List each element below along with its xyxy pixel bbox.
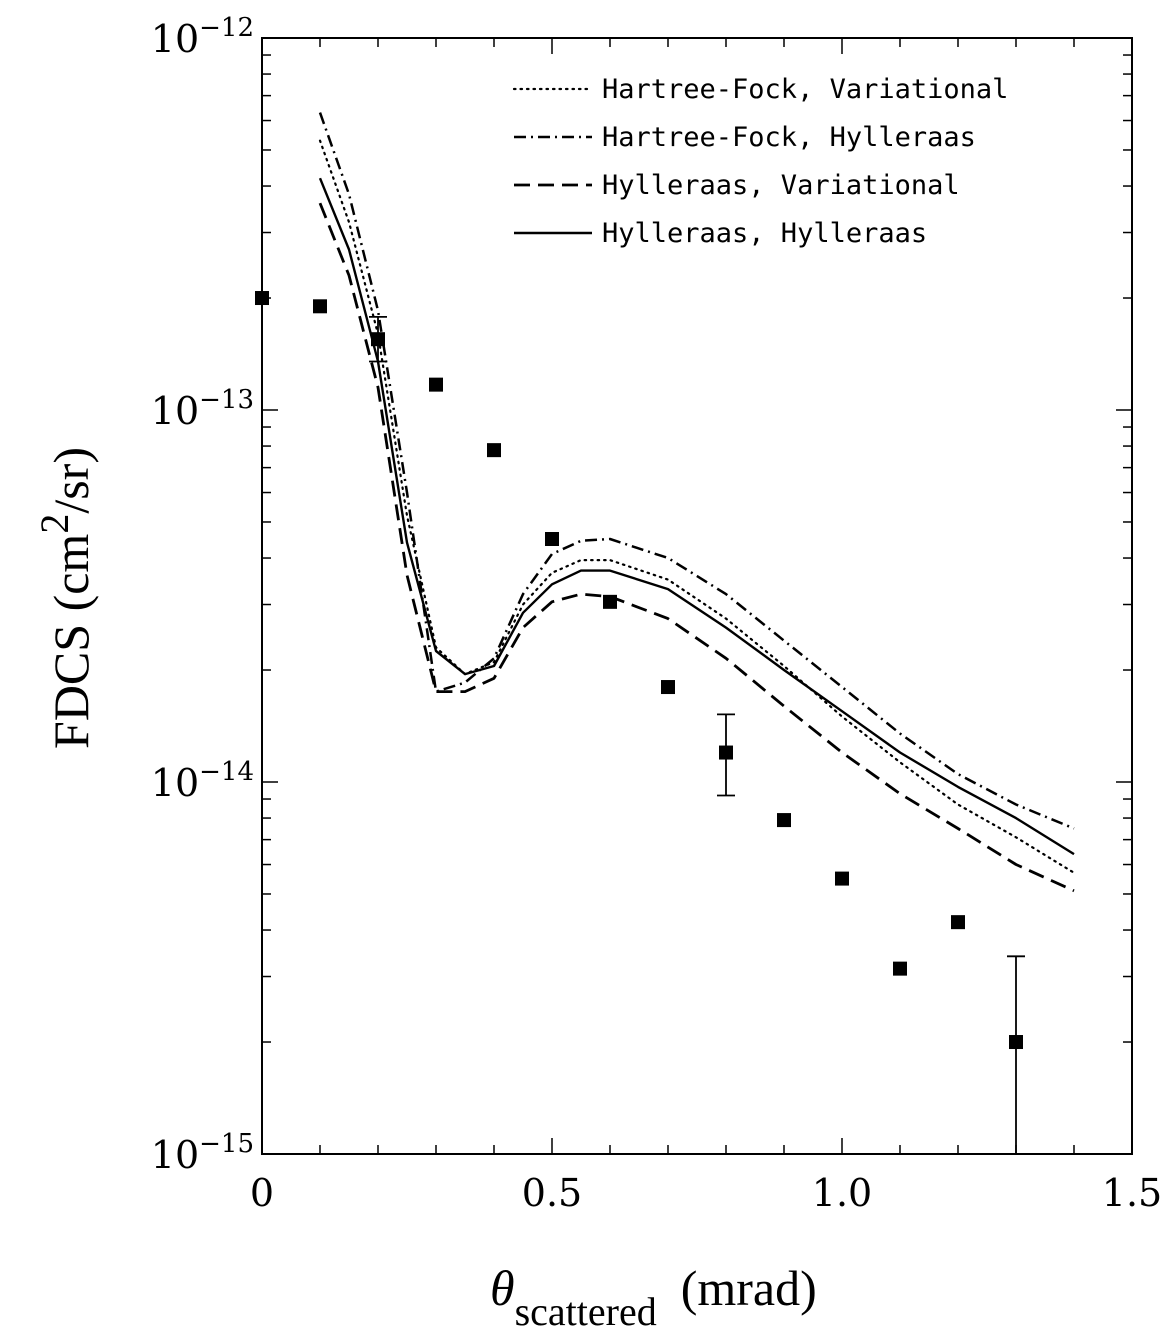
y-tick-exponent: −12 [199,13,254,43]
y-axis-title: FDCS (cm2/sr) [32,447,99,749]
data-point [1009,1035,1023,1050]
y-tick-exponent: −15 [199,1129,254,1159]
legend-label: Hartree-Fock, Variational [602,74,1008,105]
y-tick-base: 10 [151,389,199,433]
data-point [603,594,617,609]
data-point [313,299,327,314]
y-tick-label: 10−13 [151,385,254,433]
y-tick-label: 10−15 [151,1129,254,1177]
y-tick-exponent: −13 [199,385,254,415]
data-point [371,332,385,347]
x-tick-label: 0.5 [522,1171,582,1215]
y-tick-base: 10 [151,1133,199,1177]
y-axis-suffix: /sr) [43,447,99,514]
data-point [777,813,791,828]
y-axis-prefix: FDCS (cm [43,534,99,749]
x-axis-title: θscattered (mrad) [490,1260,817,1334]
data-point [835,871,849,886]
data-point [429,377,443,392]
experimental-points [255,291,1025,1155]
x-axis-symbol: θ [490,1260,515,1316]
plot-frame [261,37,1133,1155]
data-point [893,961,907,976]
theory-curves [318,112,1076,893]
legend: Hartree-Fock, Variational Hartree-Fock, H… [512,74,1008,249]
axis-ticks [261,38,1133,1155]
y-tick-base: 10 [151,761,199,805]
data-point [951,915,965,930]
data-point [545,532,559,547]
data-point [487,443,501,458]
x-tick-label: 0 [250,1171,274,1215]
data-point [719,745,733,760]
x-axis-unit: (mrad) [681,1260,817,1316]
y-tick-base: 10 [151,17,199,61]
x-axis-subscript: scattered [515,1289,657,1334]
y-tick-label: 10−14 [151,757,254,805]
x-tick-label: 1.5 [1102,1171,1162,1215]
series-line-dotted [318,139,1076,874]
legend-label: Hartree-Fock, Hylleraas [602,122,976,153]
legend-label: Hylleraas, Hylleraas [602,218,927,249]
x-tick-label: 1.0 [812,1171,872,1215]
data-point [661,680,675,695]
series-line-dash-dot [318,112,1075,830]
data-point [255,291,269,306]
y-tick-exponent: −14 [199,757,254,787]
y-axis-superscript: 2 [32,514,77,534]
legend-label: Hylleraas, Variational [602,170,960,201]
series-line-solid [318,177,1075,856]
y-tick-label: 10−12 [151,13,254,61]
